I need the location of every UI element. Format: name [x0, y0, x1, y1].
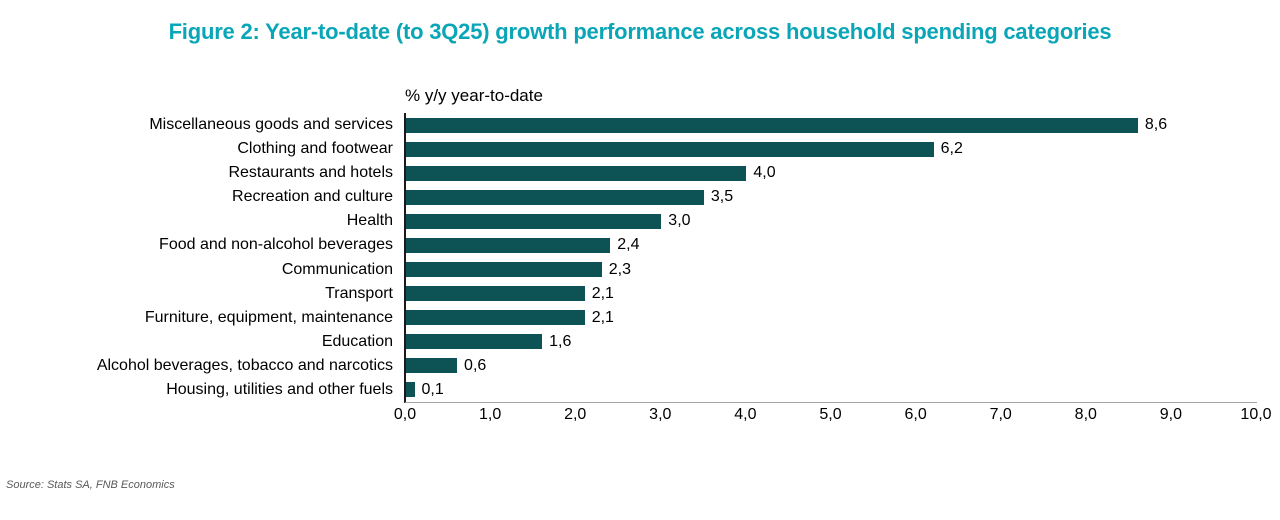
x-tick-label: 2,0 [564, 406, 587, 423]
category-label: Communication [281, 260, 393, 278]
chart-subtitle: % y/y year-to-date [405, 86, 543, 105]
value-label: 8,6 [1144, 116, 1168, 134]
category-label: Housing, utilities and other fuels [166, 380, 393, 398]
bar [406, 262, 602, 277]
category-label: Education [321, 332, 393, 350]
value-label: 0,6 [464, 356, 487, 374]
category-axis: Miscellaneous goods and services Clothing… [0, 113, 398, 402]
x-tick-label: 9,0 [1159, 406, 1183, 423]
bar [406, 141, 934, 157]
category-label: Clothing and footwear [237, 140, 393, 158]
x-tick-label: 8,0 [1074, 406, 1097, 423]
category-label: Health [346, 212, 393, 230]
x-tick-label: 10,0 [1240, 406, 1272, 423]
chart-row: 3,5 [406, 185, 1257, 209]
value-label: 2,1 [591, 308, 614, 326]
value-label: 2,4 [617, 236, 640, 254]
chart-row: 4,0 [406, 161, 1257, 185]
x-tick-label: 4,0 [734, 406, 757, 423]
x-tick-label: 5,0 [819, 406, 842, 423]
figure-title: Figure 2: Year-to-date (to 3Q25) growth … [168, 19, 1112, 44]
category-label: Alcohol beverages, tobacco and narcotics [96, 356, 393, 374]
chart-row: 2,4 [406, 233, 1257, 257]
category-label: Food and non-alcohol beverages [159, 236, 393, 254]
chart-row: 0,1 [406, 378, 1257, 402]
x-tick-label: 3,0 [649, 406, 672, 423]
value-label: 6,2 [940, 140, 963, 158]
bar [406, 237, 611, 253]
value-label: 3,0 [668, 212, 691, 230]
value-label: 4,0 [753, 164, 776, 182]
x-tick-label: 1,0 [478, 406, 502, 423]
chart-row: 1,6 [406, 330, 1257, 354]
bar [406, 310, 585, 326]
category-label: Recreation and culture [232, 188, 393, 206]
x-tick-label: 0,0 [393, 406, 417, 423]
bar [406, 165, 747, 181]
x-axis-ticks: 0,0 1,0 2,0 3,0 4,0 5,0 6,0 7,0 8,0 9,0 10,0 [394, 406, 1272, 426]
bar [406, 189, 704, 205]
chart-row: 2,1 [406, 306, 1257, 330]
value-label: 2,1 [591, 284, 614, 302]
chart-row: 0,6 [406, 354, 1257, 378]
bar [406, 117, 1138, 133]
value-label: 0,1 [421, 380, 444, 398]
plot-area: 8,6 6,2 4,0 3,5 3,0 2,4 2,3 2,1 2,1 1,6 0,6 0,1 [404, 113, 1257, 403]
chart-row: 3,0 [406, 209, 1257, 233]
chart-row: 8,6 [406, 113, 1257, 137]
x-tick-label: 6,0 [904, 406, 927, 423]
bar [406, 382, 415, 398]
value-label: 3,5 [710, 188, 734, 206]
category-label: Furniture, equipment, maintenance [144, 308, 393, 326]
bar [406, 213, 662, 229]
bar [406, 358, 458, 374]
category-label: Transport [325, 284, 393, 302]
bar [406, 286, 585, 302]
value-label: 2,3 [608, 260, 631, 278]
category-label: Restaurants and hotels [228, 164, 393, 182]
chart-row: 2,1 [406, 282, 1257, 306]
chart-row: 6,2 [406, 137, 1257, 161]
source-note: Source: Stats SA, FNB Economics [6, 479, 175, 491]
chart-row: 2,3 [406, 257, 1257, 281]
bar [406, 334, 543, 350]
value-label: 1,6 [549, 332, 572, 350]
x-tick-label: 7,0 [989, 406, 1012, 423]
category-label: Miscellaneous goods and services [149, 116, 393, 134]
